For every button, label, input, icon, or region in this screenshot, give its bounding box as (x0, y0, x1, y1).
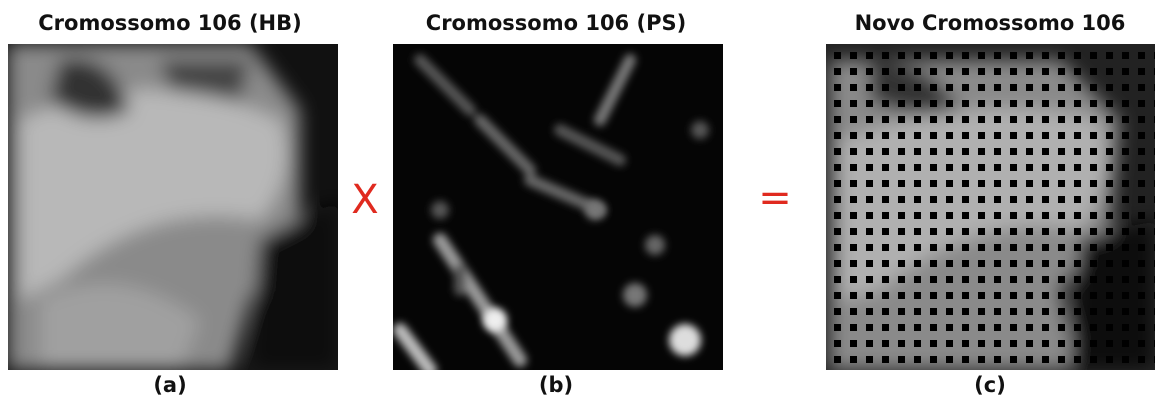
panel-caption: (b) (539, 373, 573, 397)
panel-caption: (c) (974, 373, 1006, 397)
image-a (8, 44, 338, 370)
panel-title: Cromossomo 106 (PS) (426, 11, 686, 35)
operator: = (758, 175, 792, 221)
image-c (826, 44, 1155, 370)
panel-caption: (a) (153, 373, 186, 397)
panel-title: Novo Cromossomo 106 (855, 11, 1126, 35)
image-b (393, 44, 723, 370)
panel-title: Cromossomo 106 (HB) (38, 11, 301, 35)
operator: X (351, 177, 378, 223)
